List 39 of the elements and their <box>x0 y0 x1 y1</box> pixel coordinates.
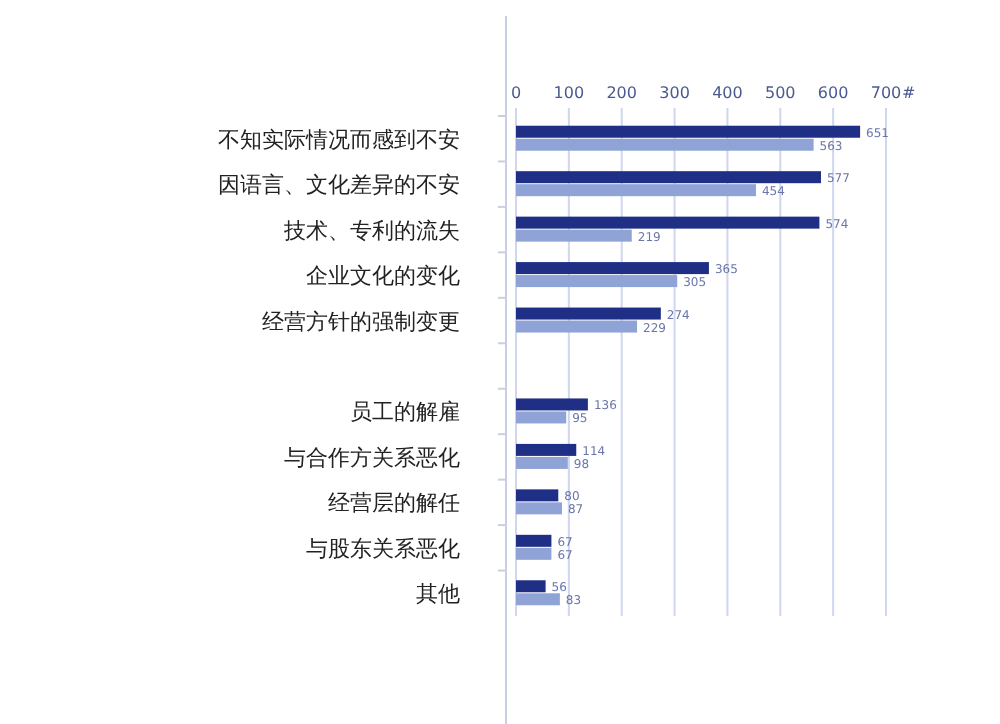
y-tick-label: 经营方针的强制变更 <box>262 308 460 335</box>
x-tick-label: 700 <box>870 84 902 102</box>
bar <box>516 138 814 151</box>
bar <box>516 125 861 138</box>
y-tick-label: 不知实际情况而感到不安 <box>218 126 460 153</box>
x-tick-label: 600 <box>817 84 849 102</box>
x-tick-label: 500 <box>765 84 796 102</box>
bar <box>516 184 756 197</box>
bar <box>516 307 661 320</box>
x-tick-label: 300 <box>659 84 690 102</box>
x-tick-label: 0 <box>510 84 522 102</box>
x-tick-label: 200 <box>606 84 637 102</box>
y-tick-label: 其他 <box>416 581 460 608</box>
x-tick-label: 100 <box>553 84 585 102</box>
bar <box>516 411 567 424</box>
y-tick-label: 企业文化的变化 <box>306 263 460 290</box>
bar <box>516 398 588 411</box>
y-tick-label: 技术、专利的流失 <box>282 217 460 244</box>
bar <box>516 275 678 288</box>
y-tick-label: 与股东关系恶化 <box>306 535 460 562</box>
bar <box>516 456 568 469</box>
bar <box>516 489 559 502</box>
x-tick-label: 400 <box>712 84 743 102</box>
y-tick-label: 经营层的解任 <box>328 490 460 517</box>
bar <box>516 534 552 547</box>
bar <box>516 216 820 229</box>
bar <box>516 593 560 606</box>
y-tick-label: 与合作方关系恶化 <box>284 444 460 471</box>
bar <box>516 547 552 560</box>
bar <box>516 320 638 333</box>
y-tick-label: 因语言、文化差异的不安 <box>218 172 460 199</box>
x-axis-title: # <box>902 84 916 102</box>
bar <box>516 443 577 456</box>
y-tick-label: 员工的解雇 <box>350 399 460 426</box>
bar <box>516 502 562 515</box>
bar <box>516 229 632 242</box>
bar <box>516 171 821 184</box>
bar <box>516 262 709 275</box>
bar <box>516 580 546 593</box>
